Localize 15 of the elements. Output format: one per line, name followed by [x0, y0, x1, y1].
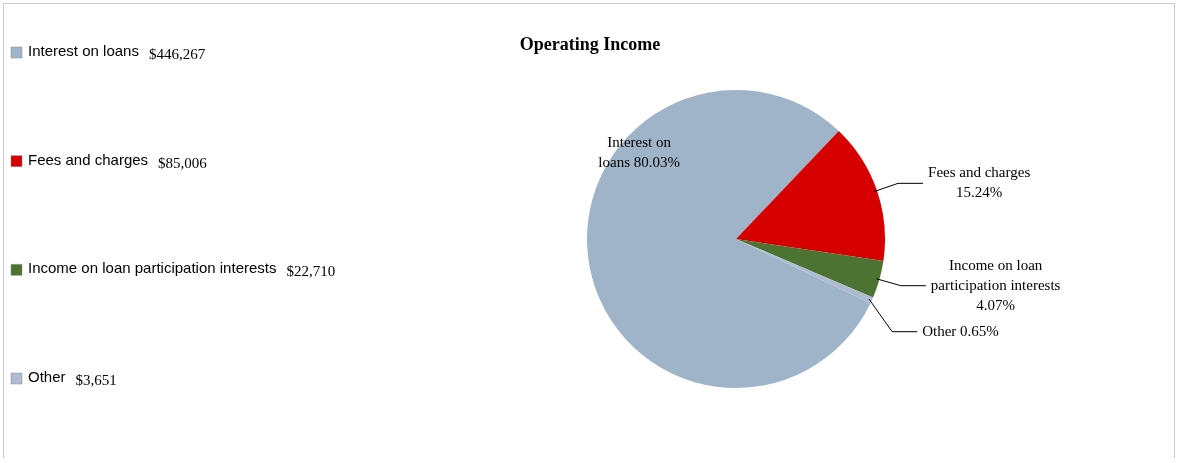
data-label: $22,710: [286, 263, 336, 280]
legend-label: Other: [28, 368, 66, 386]
category-label: Interest on loans 80.03%: [598, 133, 680, 170]
slice-label: Fees and charges: [928, 164, 1031, 181]
data-label: $3,651: [75, 371, 117, 388]
text: 15.24%: [956, 184, 1003, 201]
category-label: Other 0.65%: [922, 322, 999, 339]
data-label: $446,267: [148, 45, 206, 62]
legend-label: Fees and charges: [28, 150, 149, 168]
data-label: $85,006: [158, 154, 208, 171]
slice-label: Income on loan participation interests: [930, 256, 1061, 293]
text: 4.07%: [976, 296, 1016, 313]
chart-title: Operating Income: [519, 33, 661, 54]
legend-label: Interest on loans: [28, 42, 139, 60]
legend-label: Income on loan participation interests: [28, 259, 277, 277]
